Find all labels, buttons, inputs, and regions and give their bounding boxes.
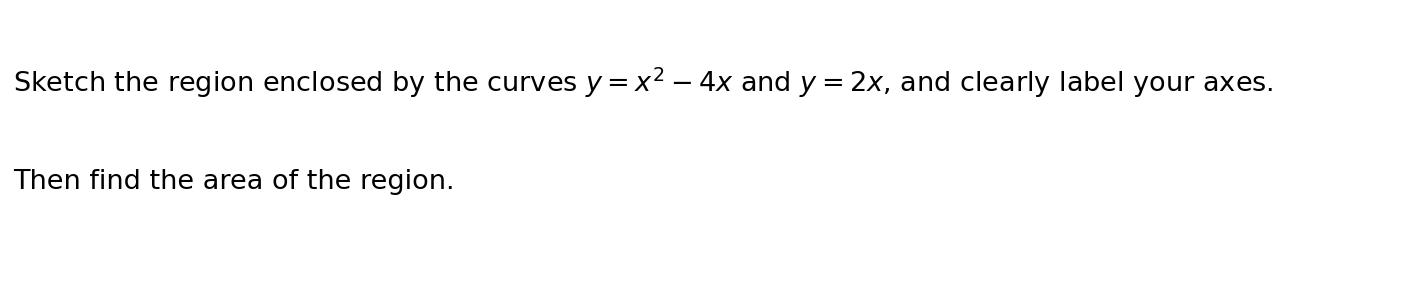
Text: Sketch the region enclosed by the curves $y = x^2 - 4x$ and $y = 2x$, and clearl: Sketch the region enclosed by the curves… (14, 65, 1273, 100)
Text: Then find the area of the region.: Then find the area of the region. (14, 169, 455, 195)
